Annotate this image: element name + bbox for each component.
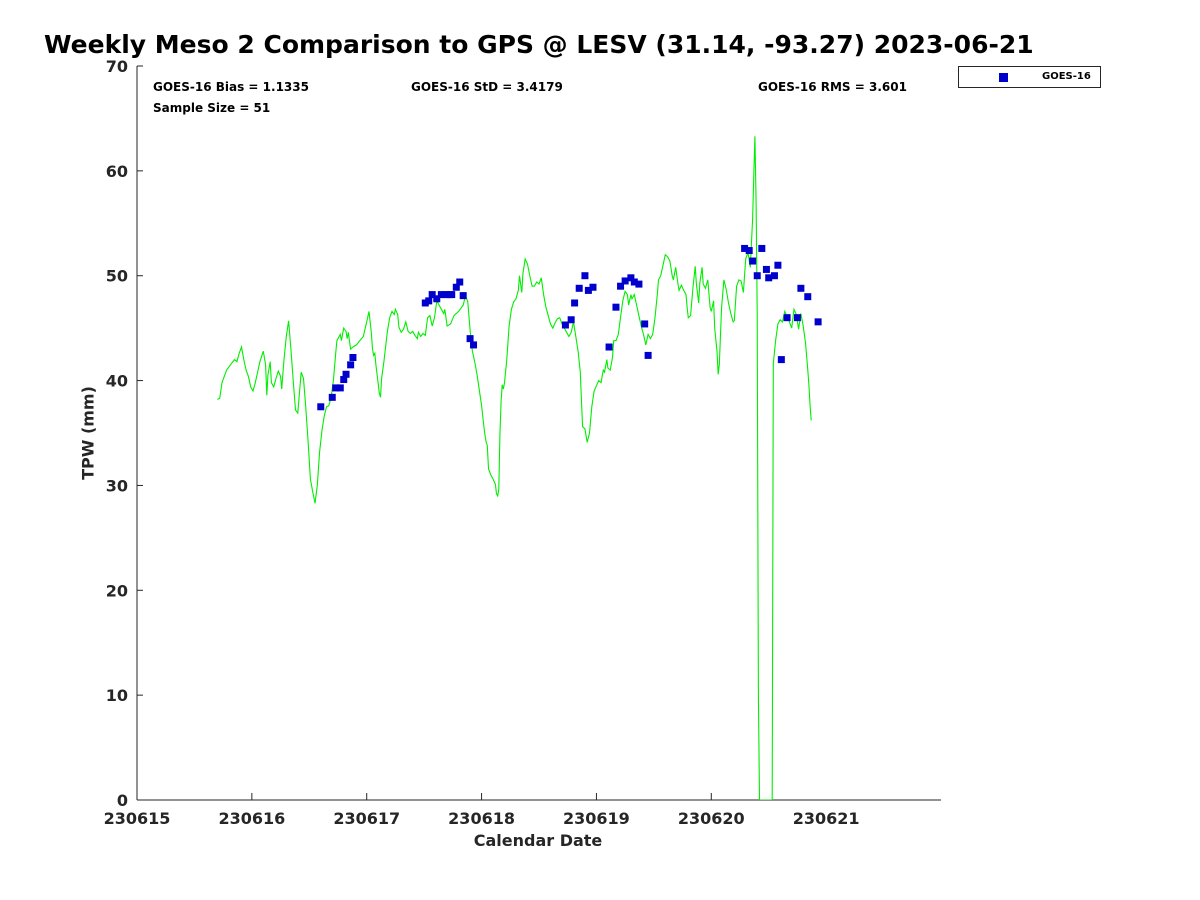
x-tick-label: 230617 [333, 809, 400, 828]
y-tick-label: 10 [106, 686, 128, 705]
goes16-data-point [317, 403, 325, 411]
goes16-data-point [452, 283, 460, 291]
goes16-data-point [342, 370, 350, 378]
goes16-data-point [347, 361, 355, 369]
goes16-data-point [349, 354, 357, 362]
rms-stat: GOES-16 RMS = 3.601 [758, 80, 907, 94]
goes16-data-point [741, 244, 749, 252]
goes16-data-point [589, 283, 597, 291]
goes16-data-point [581, 272, 589, 280]
y-tick-label: 50 [106, 267, 128, 286]
goes16-data-point [428, 291, 436, 299]
chart-title: Weekly Meso 2 Comparison to GPS @ LESV (… [44, 30, 1034, 59]
sample-size-stat: Sample Size = 51 [153, 101, 271, 115]
goes16-data-point [745, 247, 753, 255]
x-tick-label: 230615 [104, 809, 171, 828]
legend: GOES-16 [958, 66, 1101, 88]
goes16-data-point [332, 384, 340, 392]
goes16-data-point [456, 278, 464, 286]
goes16-data-point [770, 272, 778, 280]
goes16-data-point [328, 393, 336, 401]
goes16-data-point [644, 351, 652, 359]
x-axis-label: Calendar Date [473, 831, 603, 850]
goes16-data-point [783, 314, 791, 322]
goes16-data-point [459, 292, 467, 300]
goes16-data-point [753, 272, 761, 280]
goes16-data-point [466, 335, 474, 343]
goes16-data-point [336, 384, 344, 392]
goes16-data-point [635, 280, 643, 288]
y-tick-label: 0 [117, 791, 128, 810]
goes16-data-point [340, 376, 348, 384]
goes16-data-point [758, 244, 766, 252]
legend-marker-square [999, 73, 1008, 82]
goes16-data-point [584, 286, 592, 294]
legend-label: GOES-16 [1042, 71, 1091, 82]
y-tick-label: 40 [106, 372, 128, 391]
y-tick-label: 70 [106, 57, 128, 76]
goes16-data-point [470, 341, 478, 349]
y-tick-label: 20 [106, 581, 128, 600]
goes16-data-point [749, 257, 757, 265]
goes16-data-point [575, 284, 583, 292]
y-tick-label: 30 [106, 476, 128, 495]
x-tick-label: 230621 [793, 809, 860, 828]
goes16-data-point [797, 284, 805, 292]
goes16-data-point [617, 282, 625, 290]
goes16-data-point [561, 321, 569, 329]
goes16-data-point [437, 291, 445, 299]
y-axis-label: TPW (mm) [78, 386, 98, 480]
goes16-data-point [567, 316, 575, 324]
goes16-data-point [630, 278, 638, 286]
goes16-data-point [777, 356, 785, 364]
goes16-data-point [605, 343, 613, 351]
x-tick-label: 230616 [218, 809, 285, 828]
goes16-data-point [804, 293, 812, 301]
goes16-data-point [621, 277, 629, 285]
std-stat: GOES-16 StD = 3.4179 [411, 80, 563, 94]
goes16-data-point [765, 274, 773, 282]
x-tick-label: 230620 [678, 809, 745, 828]
goes16-data-point [448, 291, 456, 299]
bias-stat: GOES-16 Bias = 1.1335 [153, 80, 309, 94]
x-tick-label: 230619 [563, 809, 630, 828]
y-tick-label: 60 [106, 162, 128, 181]
gps-series-line [217, 136, 812, 800]
goes16-data-point [612, 303, 620, 311]
goes16-data-point [627, 274, 635, 282]
goes16-data-point [793, 314, 801, 322]
goes16-data-point [433, 295, 441, 303]
goes16-data-point [814, 318, 822, 326]
x-tick-label: 230618 [448, 809, 515, 828]
goes16-data-point [774, 261, 782, 269]
goes16-data-point [571, 299, 579, 307]
goes16-data-point [425, 297, 433, 305]
goes16-data-point [641, 320, 649, 328]
goes16-data-point [762, 265, 770, 273]
